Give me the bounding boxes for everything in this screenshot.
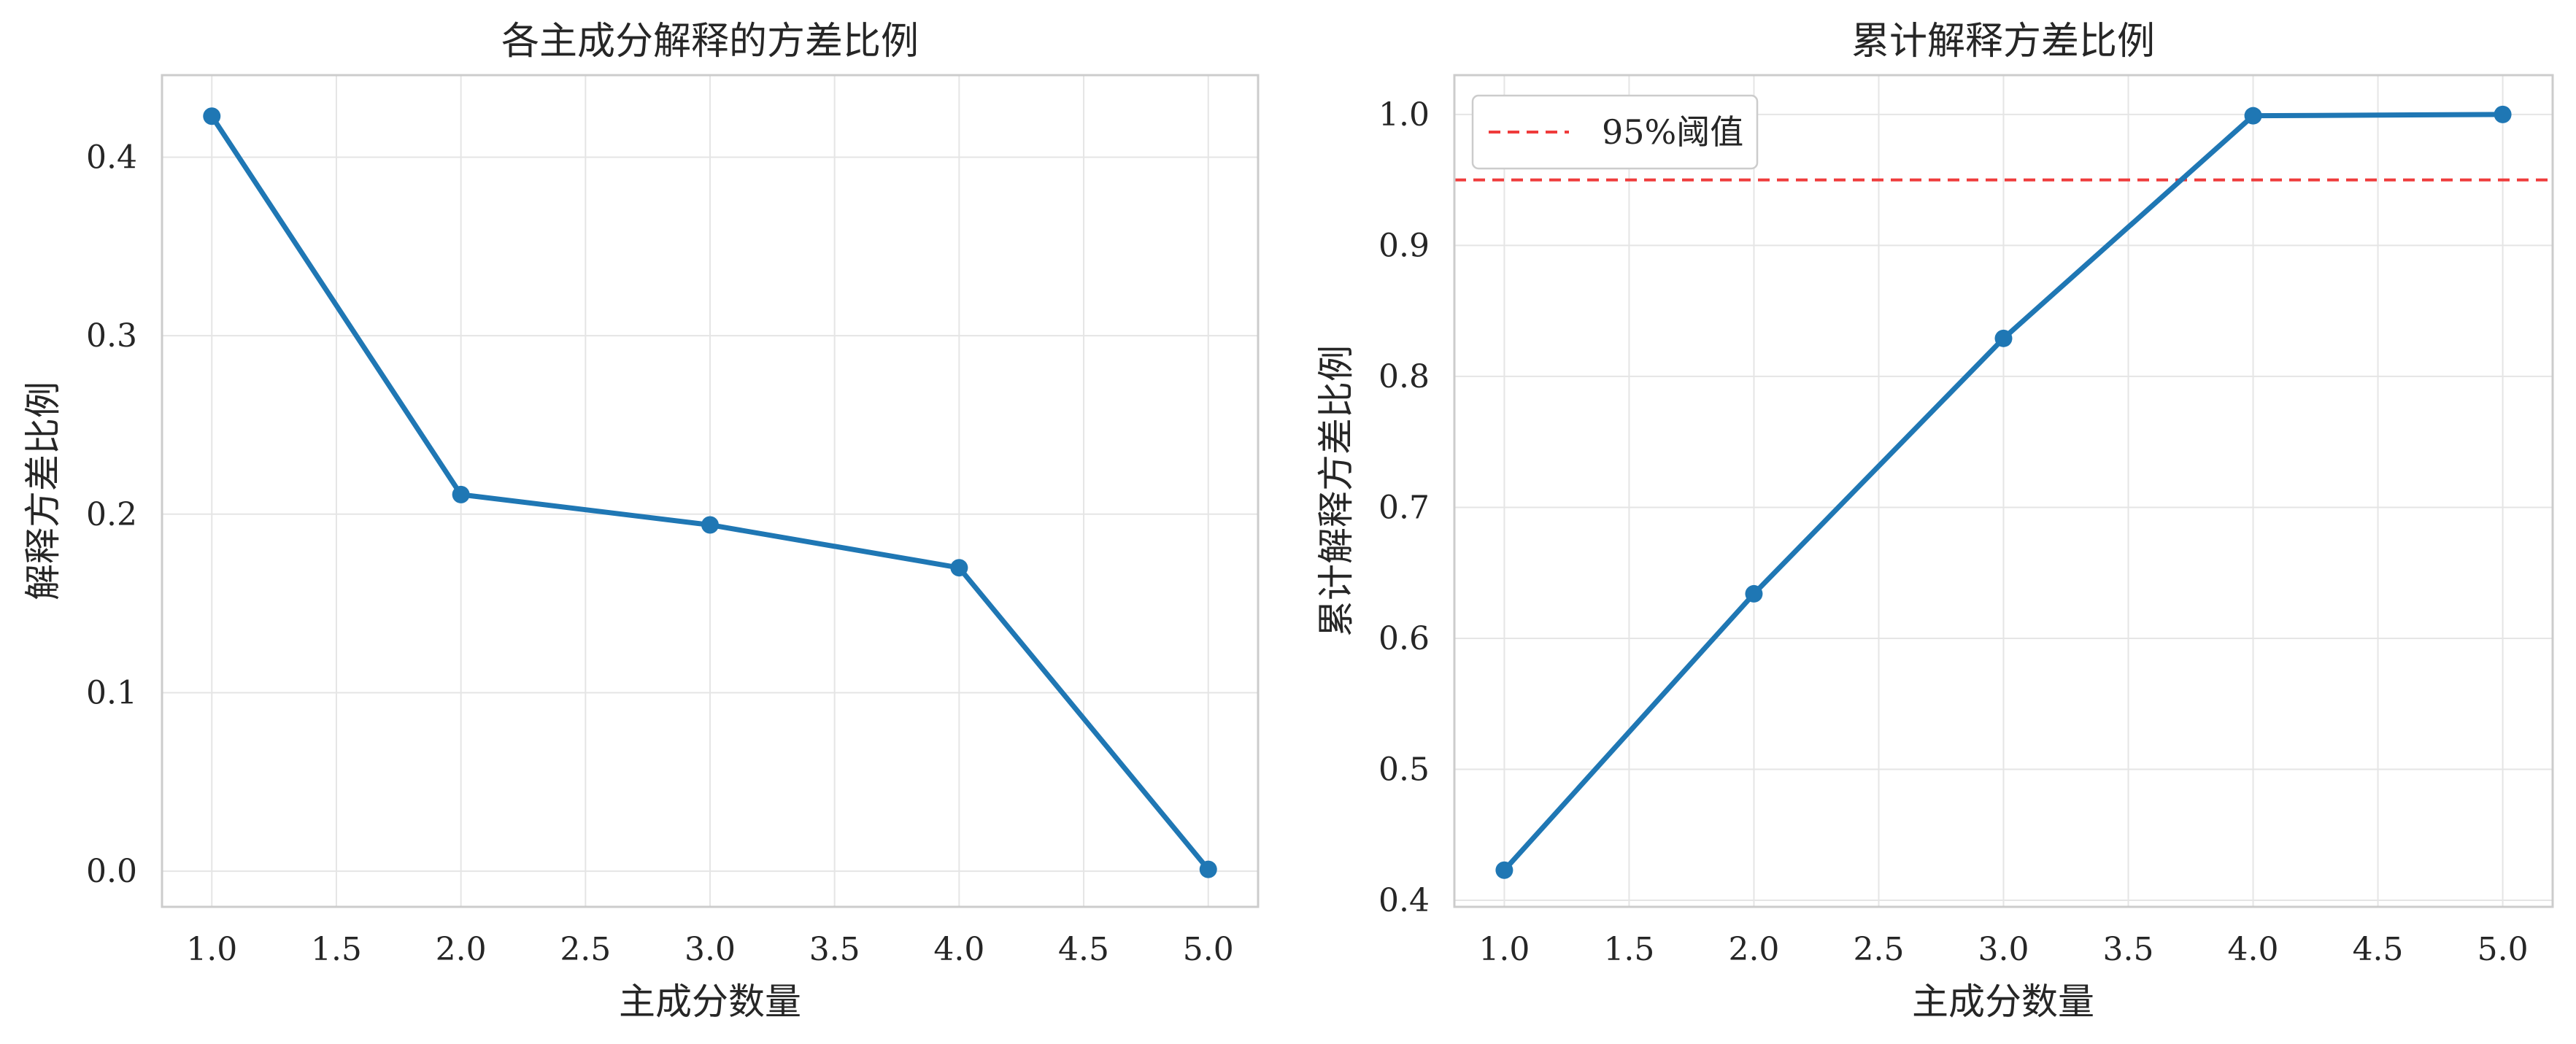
data-point: [1745, 584, 1763, 603]
legend-label: 95%阈值: [1602, 112, 1743, 152]
x-tick-label: 3.5: [2103, 931, 2154, 968]
legend-box: [1471, 94, 1759, 170]
y-tick-label: 0.8: [1378, 358, 1430, 395]
chart-explained-variance: 各主成分解释的方差比例 1.0 1.5 2.0 2.5 3.0 3.5 4.0 4.5 5.0 0…: [22, 20, 1260, 1023]
y-tick-label: 0.4: [1378, 882, 1430, 919]
y-tick-label: 0.6: [1378, 620, 1430, 657]
data-point: [452, 485, 470, 503]
y-tick-label: 0.5: [1378, 751, 1430, 788]
data-point: [950, 559, 968, 577]
x-tick-label: 3.0: [1978, 931, 2029, 968]
x-tick-label: 2.0: [436, 931, 487, 968]
data-point: [701, 516, 719, 534]
x-tick-label: 3.5: [809, 931, 860, 968]
x-axis-label: 主成分数量: [619, 981, 801, 1023]
y-tick-label: 1.0: [1378, 96, 1430, 134]
chart-cumulative-variance: 累计解释方差比例 1.0 1.5 2.0 2.5 3.0 3.5 4.0 4.5 5.0 0.4 0…: [1315, 20, 2554, 1023]
y-axis-label: 解释方差比例: [22, 382, 64, 600]
data-point: [1495, 861, 1513, 879]
x-tick-label: 4.0: [2228, 931, 2279, 968]
data-point: [2494, 105, 2512, 123]
x-tick-label: 1.0: [1478, 931, 1530, 968]
plot-frame: [1453, 74, 2554, 908]
data-point: [1199, 860, 1217, 878]
y-tick-label: 0.4: [86, 139, 137, 177]
y-tick-label: 0.2: [86, 496, 137, 533]
chart-title: 累计解释方差比例: [1851, 20, 2155, 63]
x-tick-label: 1.0: [186, 931, 237, 968]
x-tick-label: 2.0: [1728, 931, 1779, 968]
x-tick-label: 2.5: [1853, 931, 1904, 968]
y-tick-label: 0.3: [86, 317, 137, 355]
x-tick-label: 1.5: [311, 931, 362, 968]
legend: 95%阈值: [1471, 94, 1759, 170]
data-point: [2244, 107, 2262, 125]
y-tick-label: 0.9: [1378, 227, 1430, 264]
x-tick-label: 4.5: [2353, 931, 2404, 968]
x-axis-label: 主成分数量: [1912, 981, 2094, 1023]
y-tick-label: 0.7: [1378, 489, 1430, 526]
x-tick-label: 1.5: [1603, 931, 1654, 968]
data-point: [203, 107, 221, 125]
chart-title: 各主成分解释的方差比例: [501, 20, 919, 63]
plot-frame: [161, 74, 1260, 908]
x-tick-label: 2.5: [560, 931, 611, 968]
x-tick-label: 4.0: [933, 931, 984, 968]
x-tick-label: 5.0: [2477, 931, 2529, 968]
y-tick-label: 0.1: [86, 674, 137, 711]
y-axis-label: 累计解释方差比例: [1315, 345, 1357, 637]
x-tick-label: 3.0: [685, 931, 736, 968]
x-tick-label: 5.0: [1183, 931, 1234, 968]
y-tick-label: 0.0: [86, 853, 137, 890]
x-tick-label: 4.5: [1058, 931, 1109, 968]
data-point: [1994, 329, 2013, 347]
